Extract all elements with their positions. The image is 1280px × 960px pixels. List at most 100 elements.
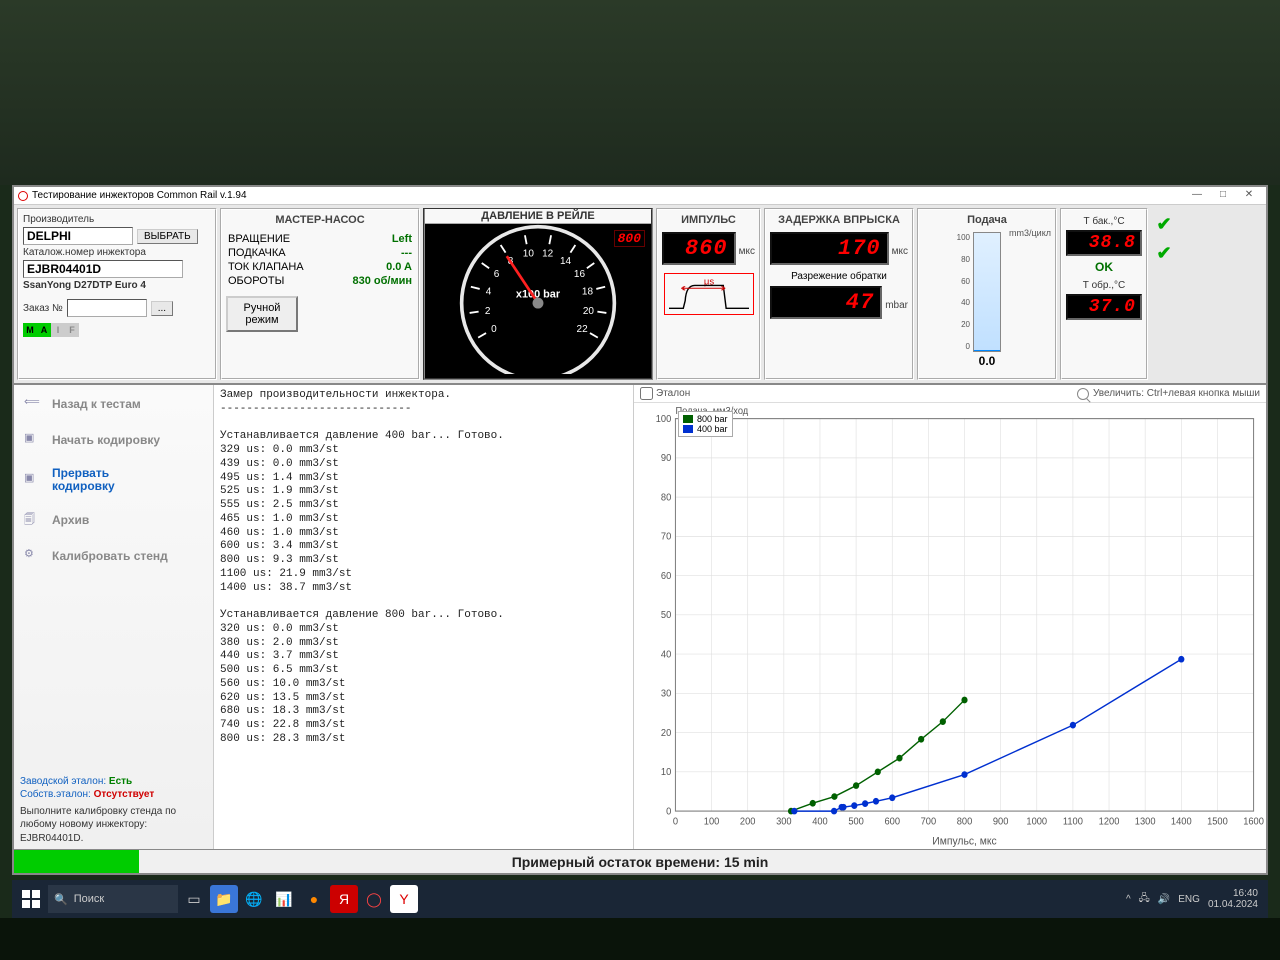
mp-key: ПОДКАЧКА: [228, 247, 286, 259]
svg-text:0: 0: [491, 324, 497, 335]
tank-temp-value: 38.8: [1066, 230, 1142, 256]
svg-text:10: 10: [523, 249, 535, 260]
svg-text:300: 300: [776, 816, 792, 827]
delivery-fill: [974, 350, 1000, 351]
taskbar-app-icon[interactable]: 📁: [210, 885, 238, 913]
delivery-title: Подача: [967, 214, 1007, 226]
svg-text:30: 30: [661, 688, 671, 699]
titlebar: Тестирование инжекторов Common Rail v.1.…: [14, 187, 1266, 205]
tray-language[interactable]: ENG: [1178, 894, 1200, 905]
check-icon: ✔: [1151, 243, 1177, 264]
delay-title: ЗАДЕРЖКА ВПРЫСКА: [770, 214, 908, 226]
svg-text:900: 900: [993, 816, 1009, 827]
mp-value: 0.0 A: [386, 261, 412, 273]
order-field[interactable]: [67, 299, 147, 317]
minimize-button[interactable]: —: [1184, 189, 1210, 203]
vehicle-label: SsanYong D27DTP Euro 4: [23, 280, 146, 291]
sidebar-icon: ⚙: [24, 547, 44, 565]
svg-text:90: 90: [661, 453, 671, 464]
sidebar-label: Прерватькодировку: [52, 467, 115, 493]
chart-panel: Эталон Увеличить: Ctrl+левая кнопка мыши…: [634, 385, 1266, 849]
manufacturer-field[interactable]: [23, 227, 133, 245]
backflow-vacuum-unit: mbar: [885, 300, 908, 311]
time-remaining-bar: Примерный остаток времени: 15 min: [14, 849, 1266, 873]
catalog-field[interactable]: [23, 260, 183, 278]
sidebar-label: Назад к тестам: [52, 397, 141, 411]
sidebar-item[interactable]: ⚙Калибровать стенд: [20, 545, 207, 567]
system-tray[interactable]: ^ 🖧 🔊 ENG 16:40 01.04.2024: [1126, 888, 1264, 910]
svg-text:2: 2: [485, 306, 491, 317]
gauge-max-readout: 800: [614, 230, 645, 247]
taskbar-app-icon[interactable]: Y: [390, 885, 418, 913]
tray-volume-icon[interactable]: 🔊: [1158, 894, 1170, 905]
select-manufacturer-button[interactable]: ВЫБРАТЬ: [137, 229, 198, 244]
order-label: Заказ №: [23, 303, 63, 314]
mp-key: ТОК КЛАПАНА: [228, 261, 304, 273]
mp-key: ВРАЩЕНИЕ: [228, 233, 290, 245]
svg-text:500: 500: [848, 816, 864, 827]
backflow-vacuum-value: 47: [770, 286, 882, 319]
impulse-panel: ИМПУЛЬС 860 мкс μs: [656, 208, 761, 380]
close-button[interactable]: ✕: [1236, 189, 1262, 203]
sidebar-item[interactable]: ▣Начать кодировку: [20, 429, 207, 451]
chart-legend: 800 bar400 bar: [678, 411, 733, 437]
maif-indicator: A: [37, 323, 51, 337]
svg-text:6: 6: [494, 269, 500, 280]
taskbar-time: 16:40: [1208, 888, 1258, 899]
start-button[interactable]: [16, 884, 46, 914]
search-placeholder: Поиск: [74, 893, 104, 905]
taskbar-app-icon[interactable]: 🌐: [240, 885, 268, 913]
injection-delay-panel: ЗАДЕРЖКА ВПРЫСКА 170 мкс Разрежение обра…: [764, 208, 914, 380]
check-icon: ✔: [1151, 214, 1177, 235]
rail-pressure-gauge: ДАВЛЕНИЕ В РЕЙЛЕ 800 0246810121416182022…: [423, 208, 653, 380]
impulse-waveform: μs: [664, 273, 754, 315]
window-title: Тестирование инжекторов Common Rail v.1.…: [32, 190, 247, 201]
order-more-button[interactable]: ...: [151, 301, 173, 316]
svg-text:60: 60: [661, 571, 671, 582]
manual-mode-button[interactable]: Ручнойрежим: [226, 296, 298, 332]
taskbar-search[interactable]: 🔍 Поиск: [48, 885, 178, 913]
etalon-checkbox[interactable]: Эталон: [640, 387, 690, 400]
tray-chevron-icon[interactable]: ^: [1126, 894, 1131, 905]
app-icon: [18, 191, 28, 201]
main-content: ⟸ Назад к тестам ▣Начать кодировку ▣ Прерват…: [14, 383, 1266, 849]
manufacturer-label: Производитель: [23, 214, 94, 225]
svg-text:1600: 1600: [1243, 816, 1264, 827]
sidebar-icon: ⟸: [24, 395, 44, 413]
svg-text:22: 22: [577, 324, 589, 335]
maximize-button[interactable]: □: [1210, 189, 1236, 203]
impulse-unit: мкс: [739, 246, 755, 257]
svg-text:10: 10: [661, 767, 671, 778]
mp-value: ---: [401, 247, 412, 259]
svg-text:20: 20: [583, 306, 595, 317]
sidebar-icon: ▣: [24, 471, 44, 489]
backflow-vacuum-label: Разрежение обратки: [770, 271, 908, 282]
tray-network-icon[interactable]: 🖧: [1139, 891, 1150, 908]
svg-text:800: 800: [957, 816, 973, 827]
sidebar-item[interactable]: ▣ Прерватькодировку: [20, 465, 207, 495]
taskbar-app-icon[interactable]: ●: [300, 885, 328, 913]
svg-text:400: 400: [812, 816, 828, 827]
taskbar-app-icon[interactable]: Я: [330, 885, 358, 913]
taskbar-app-icon[interactable]: 📊: [270, 885, 298, 913]
delivery-chart[interactable]: 0100200300400500600700800900100011001200…: [634, 403, 1266, 849]
mp-key: ОБОРОТЫ: [228, 275, 284, 287]
delivery-value: 0.0: [979, 354, 996, 368]
svg-text:1100: 1100: [1063, 816, 1083, 827]
monitor-bezel-bottom: [0, 918, 1280, 960]
svg-text:14: 14: [560, 256, 572, 267]
svg-text:4: 4: [486, 287, 492, 298]
taskbar-app-icon[interactable]: ◯: [360, 885, 388, 913]
task-view-icon[interactable]: ▭: [180, 885, 208, 913]
svg-text:Импульс, мкс: Импульс, мкс: [932, 835, 997, 847]
sidebar-icon: 🗐: [24, 511, 44, 529]
sidebar-label: Архив: [52, 513, 89, 527]
maif-indicator: M: [23, 323, 37, 337]
magnify-icon: [1077, 388, 1089, 400]
sidebar-item[interactable]: ⟸ Назад к тестам: [20, 393, 207, 415]
sidebar-item[interactable]: 🗐 Архив: [20, 509, 207, 531]
chart-toolbar: Эталон Увеличить: Ctrl+левая кнопка мыши: [634, 385, 1266, 403]
etalon-label: Эталон: [656, 388, 690, 399]
taskbar-clock[interactable]: 16:40 01.04.2024: [1208, 888, 1258, 910]
maif-indicators: MAIF: [23, 323, 211, 337]
